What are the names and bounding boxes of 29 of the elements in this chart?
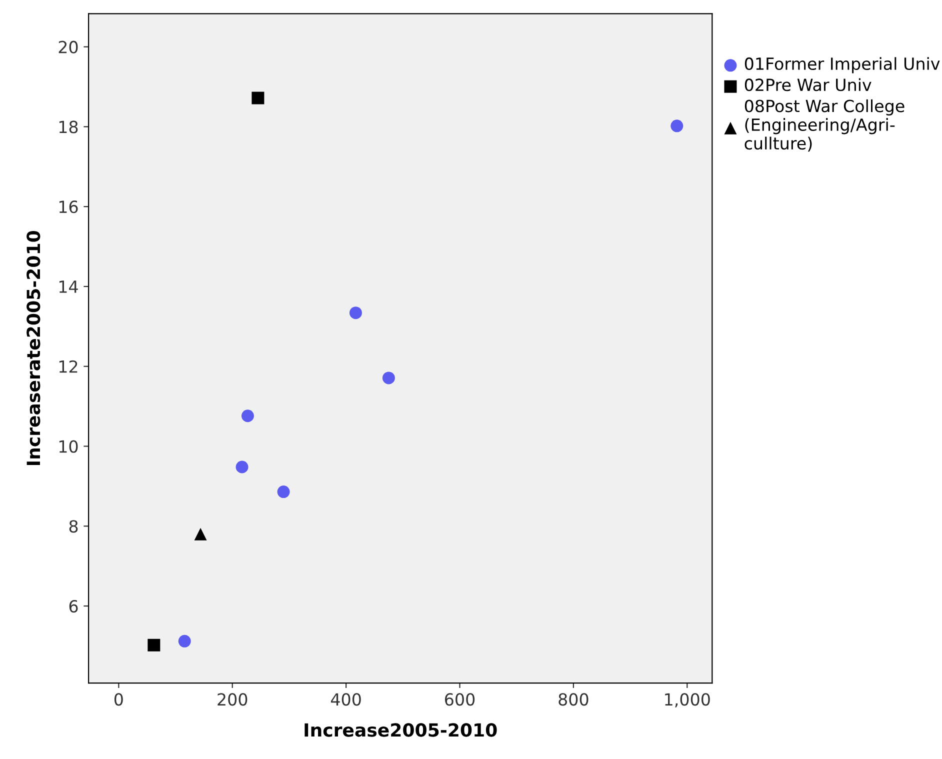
- x-tick-label: 800: [558, 693, 588, 706]
- point: [349, 306, 362, 320]
- point: [241, 410, 254, 422]
- legend-label: 01Former Imperial Univ: [744, 57, 940, 74]
- y-tick-label: 10: [59, 440, 78, 453]
- y-tick-label: 16: [59, 200, 78, 214]
- y-tick-label: 6: [69, 600, 78, 613]
- point: [194, 528, 207, 540]
- x-axis-title: Increase2005-2010: [304, 723, 497, 737]
- x-tick-label: 1,000: [665, 693, 710, 708]
- y-tick-label: 20: [58, 40, 78, 54]
- x-tick-label: 0: [114, 693, 123, 706]
- point: [382, 372, 395, 384]
- y-tick-label: 12: [59, 360, 78, 373]
- point: [252, 92, 264, 104]
- y-tick-label: 8: [69, 520, 78, 533]
- x-tick-label: 200: [218, 693, 248, 706]
- point: [670, 120, 684, 132]
- y-tick-label: 18: [59, 120, 78, 134]
- point: [236, 460, 248, 474]
- x-tick-label: 400: [330, 693, 361, 706]
- y-axis-title: Increaserate2005-2010: [26, 230, 40, 466]
- legend-label: 02Pre War Univ: [744, 78, 872, 92]
- x-tick-label: 600: [445, 693, 475, 706]
- point: [148, 638, 160, 652]
- legend-label: 08Post War College (Engineering/Agri-cullture): [744, 99, 904, 152]
- y-tick-label: 14: [59, 280, 78, 293]
- point: [277, 486, 290, 498]
- point: [178, 634, 191, 648]
